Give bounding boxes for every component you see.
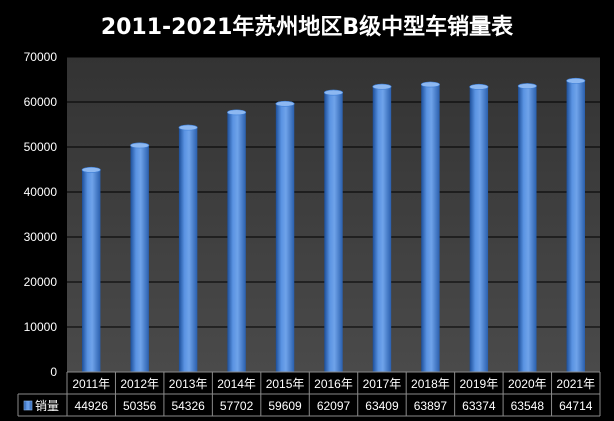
y-tick-label: 60000 xyxy=(24,95,58,109)
category-label: 2016年 xyxy=(314,377,353,391)
bar-body xyxy=(82,169,101,372)
bar xyxy=(372,83,392,373)
bar-body xyxy=(178,127,198,373)
bar xyxy=(323,89,344,372)
y-tick-label: 20000 xyxy=(24,275,58,289)
bar-top xyxy=(372,83,392,90)
bar-top xyxy=(566,77,586,84)
y-tick-label: 10000 xyxy=(24,320,58,334)
bar-top xyxy=(178,124,198,131)
data-value-label: 63548 xyxy=(511,399,545,413)
data-value-label: 50356 xyxy=(123,399,157,413)
legend-label: 销量 xyxy=(35,399,59,413)
category-label: 2017年 xyxy=(363,377,402,391)
category-label: 2019年 xyxy=(460,377,499,391)
bar-body xyxy=(518,86,537,372)
bar-top xyxy=(275,100,295,107)
bar xyxy=(81,166,101,372)
data-table: 2011年 2012年 2013年 2014年 2015年 2016年 2017年 2018年… xyxy=(17,371,601,417)
category-label: 2014年 xyxy=(217,377,256,391)
bar xyxy=(130,142,150,372)
bar-top xyxy=(469,83,489,90)
data-value-label: 62097 xyxy=(317,399,351,413)
y-tick-label: 0 xyxy=(50,365,57,379)
bar-top xyxy=(130,142,150,149)
y-tick-label: 50000 xyxy=(24,140,58,154)
category-label: 2011年 xyxy=(72,377,110,391)
y-axis-ticks: 0 10000 20000 30000 40000 50000 60000 70000 xyxy=(24,50,58,379)
category-label: 2013年 xyxy=(169,377,208,391)
data-value-label: 57702 xyxy=(220,399,254,413)
data-value-label: 44926 xyxy=(75,399,109,413)
bar-body xyxy=(372,86,392,373)
y-tick-label: 70000 xyxy=(24,50,58,64)
category-label: 2021年 xyxy=(556,377,595,391)
data-value-label: 63897 xyxy=(414,399,448,413)
y-tick-label: 30000 xyxy=(24,230,58,244)
bar-body xyxy=(469,86,489,372)
data-value-label: 64714 xyxy=(559,399,593,413)
bars xyxy=(81,77,586,373)
bar-body xyxy=(566,80,585,373)
chart-title: 2011-2021年苏州地区B级中型车销量表 xyxy=(101,14,514,40)
bar-top xyxy=(227,109,247,116)
category-label: 2018年 xyxy=(411,377,450,391)
bar-body xyxy=(275,103,295,373)
bar-body xyxy=(421,84,440,372)
bar-top xyxy=(420,81,440,88)
bar-body xyxy=(130,145,149,372)
data-value-label: 54326 xyxy=(171,399,205,413)
bar-top xyxy=(323,89,344,96)
category-label: 2015年 xyxy=(266,377,305,391)
bar xyxy=(517,83,537,372)
bar-top xyxy=(81,166,101,173)
category-label: 2020年 xyxy=(508,377,547,391)
bar xyxy=(469,83,489,372)
bar xyxy=(275,100,295,373)
bar xyxy=(566,77,586,373)
bar-top xyxy=(517,83,537,89)
category-label: 2012年 xyxy=(120,377,159,391)
bar-body xyxy=(324,92,343,372)
data-value-label: 63409 xyxy=(365,399,399,413)
data-value-label: 63374 xyxy=(462,399,496,413)
data-value-label: 59609 xyxy=(268,399,302,413)
y-tick-label: 40000 xyxy=(24,185,58,199)
bar xyxy=(178,124,198,373)
bar xyxy=(227,109,247,372)
bar-body xyxy=(227,112,246,372)
bar xyxy=(420,81,440,372)
legend-key xyxy=(23,400,33,411)
